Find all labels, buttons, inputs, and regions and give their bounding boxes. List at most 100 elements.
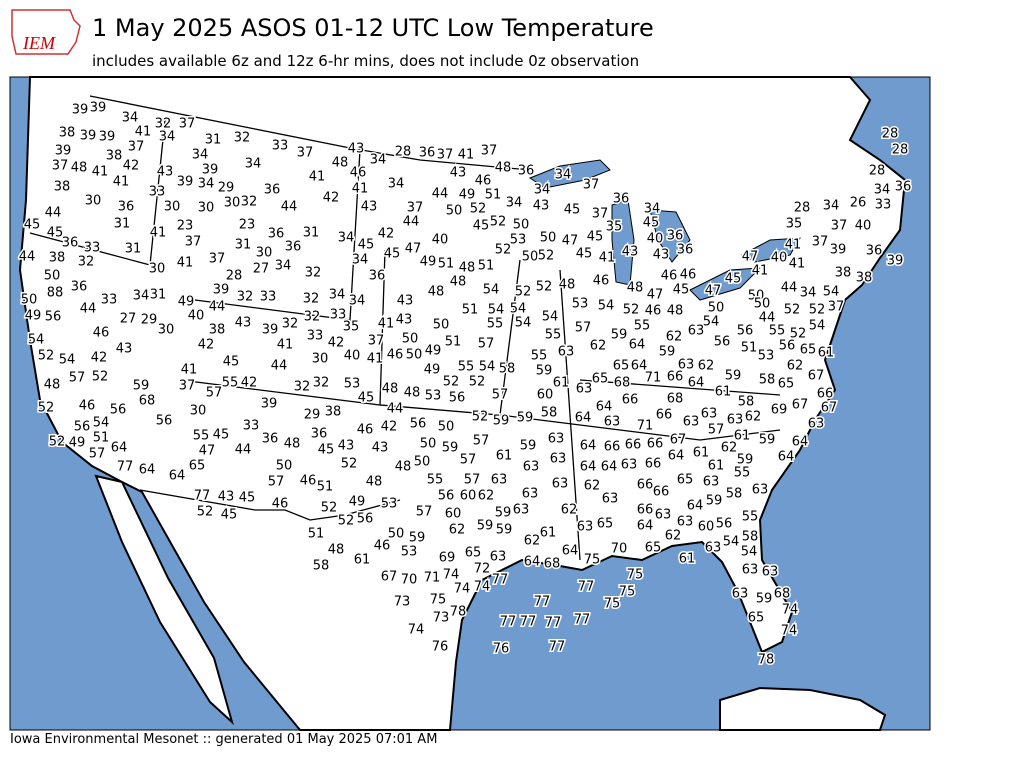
station-value: 59 — [409, 531, 426, 546]
station-value: 36 — [677, 243, 694, 258]
station-value: 29 — [304, 408, 321, 423]
station-value: 45 — [358, 238, 375, 253]
station-value: 34 — [370, 153, 387, 168]
station-value: 54 — [28, 333, 45, 348]
station-value: 63 — [752, 483, 769, 498]
station-value: 30 — [190, 404, 207, 419]
station-value: 37 — [368, 334, 385, 349]
station-value: 54 — [479, 360, 496, 375]
station-value: 63 — [602, 492, 619, 507]
station-value: 59 — [520, 439, 537, 454]
station-value: 41 — [599, 251, 616, 266]
station-value: 45 — [725, 272, 742, 287]
station-value: 32 — [304, 310, 321, 325]
station-value: 50 — [438, 420, 455, 435]
station-value: 42 — [323, 191, 340, 206]
station-value: 52 — [341, 457, 358, 472]
station-value: 62 — [561, 503, 578, 518]
station-value: 44 — [781, 281, 798, 296]
station-value: 42 — [328, 336, 345, 351]
station-value: 64 — [792, 435, 809, 450]
station-value: 28 — [794, 201, 811, 216]
station-value: 38 — [49, 251, 66, 266]
station-value: 30 — [158, 323, 175, 338]
station-value: 54 — [723, 535, 740, 550]
station-value: 61 — [540, 526, 557, 541]
station-value: 33 — [84, 241, 101, 256]
station-value: 49 — [25, 309, 42, 324]
station-value: 57 — [206, 386, 223, 401]
station-value: 34 — [352, 253, 369, 268]
station-value: 30 — [224, 196, 241, 211]
station-value: 30 — [256, 246, 273, 261]
station-value: 30 — [198, 201, 215, 216]
station-value: 30 — [149, 262, 166, 277]
station-value: 63 — [808, 417, 825, 432]
station-value: 45 — [318, 443, 335, 458]
station-value: 63 — [577, 520, 594, 535]
station-value: 61 — [734, 429, 751, 444]
station-value: 45 — [576, 247, 593, 262]
station-value: 27 — [253, 262, 270, 277]
station-value: 34 — [388, 177, 405, 192]
station-value: 49 — [69, 436, 86, 451]
station-value: 50 — [44, 269, 61, 284]
station-value: 39 — [99, 130, 116, 145]
cuba — [719, 686, 887, 731]
station-value: 52 — [536, 280, 553, 295]
station-value: 32 — [234, 131, 251, 146]
station-value: 59 — [495, 506, 512, 521]
station-value: 64 — [575, 411, 592, 426]
station-value: 57 — [268, 475, 285, 490]
station-value: 48 — [404, 386, 421, 401]
station-value: 59 — [611, 328, 628, 343]
station-value: 62 — [698, 359, 715, 374]
station-value: 56 — [449, 391, 466, 406]
station-value: 77 — [117, 460, 134, 475]
station-value: 37 — [831, 219, 848, 234]
station-value: 52 — [515, 285, 532, 300]
station-value: 77 — [194, 489, 211, 504]
station-value: 32 — [294, 380, 311, 395]
station-value: 52 — [784, 303, 801, 318]
station-value: 28 — [882, 127, 899, 142]
station-value: 40 — [344, 349, 361, 364]
station-value: 34 — [192, 148, 209, 163]
station-value: 32 — [313, 376, 330, 391]
station-value: 42 — [123, 159, 140, 174]
station-value: 42 — [241, 376, 258, 391]
station-value: 48 — [332, 156, 349, 171]
station-value: 60 — [460, 489, 477, 504]
station-value: 74 — [781, 624, 798, 639]
station-value: 63 — [677, 515, 694, 530]
station-value: 65 — [189, 459, 206, 474]
station-value: 48 — [428, 285, 445, 300]
station-value: 62 — [478, 489, 495, 504]
station-value: 37 — [407, 201, 424, 216]
station-value: 43 — [533, 199, 550, 214]
station-value: 59 — [517, 411, 534, 426]
station-value: 54 — [59, 353, 76, 368]
station-value: 50 — [420, 437, 437, 452]
station-value: 64 — [637, 519, 654, 534]
station-value: 41 — [789, 257, 806, 272]
station-value: 44 — [432, 187, 449, 202]
station-value: 39 — [80, 129, 97, 144]
station-value: 56 — [737, 324, 754, 339]
station-value: 48 — [667, 304, 684, 319]
station-value: 60 — [537, 388, 554, 403]
station-value: 56 — [110, 403, 127, 418]
station-value: 36 — [518, 164, 535, 179]
station-value: 77 — [549, 640, 566, 655]
station-value: 43 — [397, 294, 414, 309]
station-value: 31 — [114, 217, 131, 232]
station-value: 55 — [193, 429, 210, 444]
station-value: 33 — [101, 293, 118, 308]
station-value: 46 — [357, 423, 374, 438]
station-value: 59 — [706, 494, 723, 509]
station-value: 37 — [481, 144, 498, 159]
station-value: 61 — [818, 346, 835, 361]
station-value: 28 — [395, 145, 412, 160]
station-value: 75 — [584, 553, 601, 568]
station-value: 76 — [493, 642, 510, 657]
